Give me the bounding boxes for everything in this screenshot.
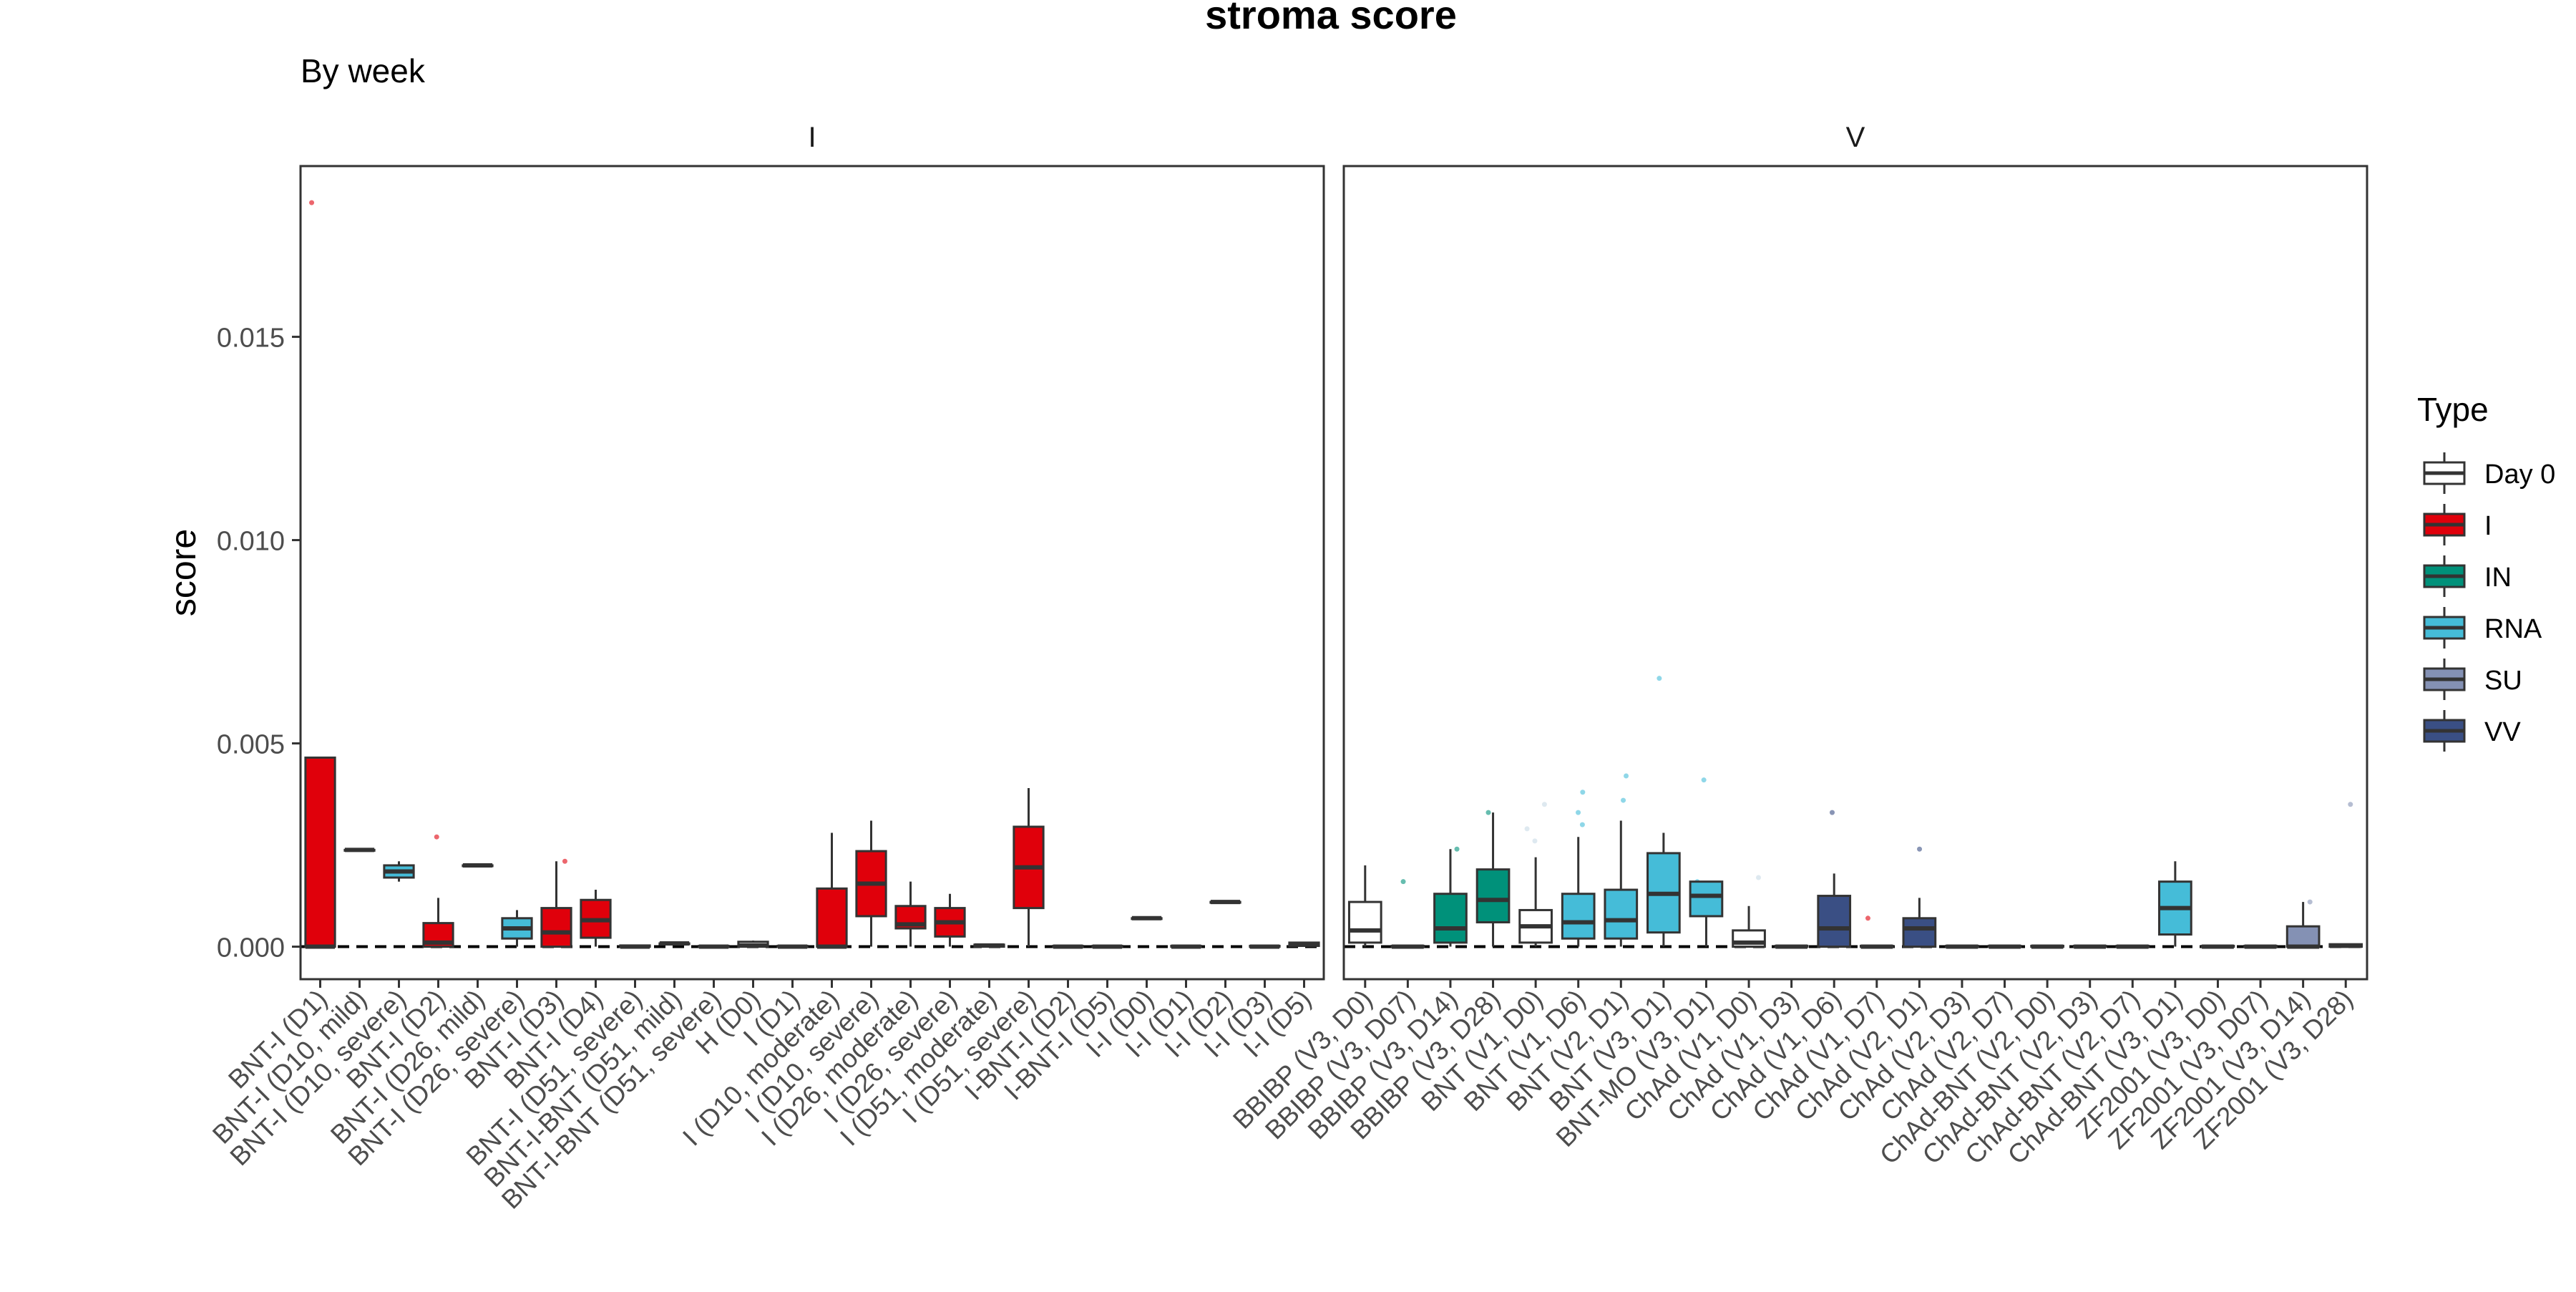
outlier-point bbox=[2348, 802, 2353, 807]
legend-entry-label: SU bbox=[2484, 666, 2522, 696]
panel-border bbox=[301, 166, 1324, 979]
y-axis-label: score bbox=[163, 529, 203, 616]
legend: Type Day 0 I IN RNA SU VV bbox=[2417, 391, 2555, 752]
outlier-point bbox=[562, 859, 567, 864]
legend-entry-label: Day 0 bbox=[2484, 460, 2555, 490]
panel-strip-label: I bbox=[808, 122, 816, 153]
outlier-point bbox=[1532, 838, 1537, 843]
chart-subtitle: By week bbox=[301, 52, 426, 89]
panel-strip-label: V bbox=[1846, 122, 1865, 153]
outlier-point bbox=[2308, 900, 2313, 905]
box-body bbox=[542, 908, 571, 947]
outlier-point bbox=[1657, 676, 1662, 681]
legend-entry-day-0: Day 0 bbox=[2424, 452, 2555, 494]
box-body bbox=[1562, 894, 1594, 938]
panel-border bbox=[1344, 166, 2367, 979]
outlier-point bbox=[1580, 790, 1585, 795]
legend-entry-label: IN bbox=[2484, 563, 2512, 593]
legend-entry-rna: RNA bbox=[2424, 607, 2542, 649]
legend-entry-label: I bbox=[2484, 511, 2492, 541]
outlier-point bbox=[1486, 810, 1491, 815]
chart-title: stroma score bbox=[1205, 0, 1457, 37]
box-body bbox=[2287, 926, 2319, 946]
outlier-point bbox=[1624, 774, 1629, 779]
outlier-point bbox=[1917, 847, 1922, 852]
box-body bbox=[1477, 870, 1509, 923]
legend-entry-su: SU bbox=[2424, 659, 2522, 700]
legend-entry-in: IN bbox=[2424, 555, 2512, 597]
outlier-point bbox=[1865, 915, 1870, 921]
panel-i: IBNT-I (D1)BNT-I (D10, mild)BNT-I (D10, … bbox=[207, 122, 1324, 1215]
box-body bbox=[1349, 902, 1381, 943]
legend-entry-i: I bbox=[2424, 504, 2492, 545]
outlier-point bbox=[434, 835, 439, 840]
outlier-point bbox=[1542, 802, 1547, 807]
legend-title: Type bbox=[2417, 391, 2489, 428]
outlier-point bbox=[1756, 875, 1761, 880]
legend-entry-label: VV bbox=[2484, 717, 2521, 747]
outlier-point bbox=[1401, 879, 1406, 884]
outlier-point bbox=[309, 200, 314, 205]
outlier-point bbox=[1830, 810, 1835, 815]
outlier-point bbox=[1525, 826, 1530, 831]
y-tick-label: 0.005 bbox=[217, 730, 285, 760]
y-tick-label: 0.015 bbox=[217, 324, 285, 354]
outlier-point bbox=[1455, 847, 1460, 852]
outlier-point bbox=[1580, 822, 1585, 827]
outlier-point bbox=[1702, 777, 1707, 782]
legend-entry-label: RNA bbox=[2484, 614, 2542, 644]
box-body bbox=[1605, 890, 1637, 938]
legend-entry-vv: VV bbox=[2424, 710, 2521, 752]
box-body bbox=[1690, 882, 1722, 916]
outlier-point bbox=[1576, 810, 1581, 815]
box-body bbox=[1903, 918, 1936, 947]
outlier-point bbox=[1621, 798, 1626, 803]
panels: 0.000 0.005 0.010 0.015IBNT-I (D1)BNT-I (D1… bbox=[207, 122, 2367, 1215]
y-tick-label: 0.010 bbox=[217, 527, 285, 557]
box-body bbox=[306, 757, 335, 946]
box-body bbox=[817, 888, 847, 946]
box-body bbox=[1435, 894, 1467, 943]
panel-v: VBBIBP (V3, D0)BBIBP (V3, D07)BBIBP (V3,… bbox=[1227, 122, 2367, 1170]
y-tick-label: 0.000 bbox=[217, 933, 285, 963]
box-body bbox=[1818, 896, 1850, 947]
